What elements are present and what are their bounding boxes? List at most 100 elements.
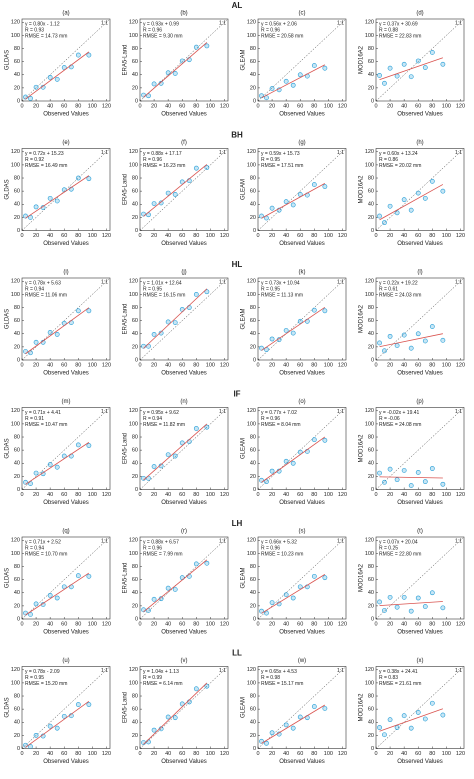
point: [401, 61, 407, 67]
fit-line: [379, 57, 444, 81]
plot-frame: [139, 277, 229, 361]
point: [86, 702, 92, 707]
panel-title: (n): [180, 399, 187, 405]
y-tick-label: 80: [250, 434, 256, 440]
y-tick-label: 60: [250, 577, 256, 583]
panel-title: (p): [416, 399, 423, 405]
stats-annotation: RMSE = 15.20 mm: [25, 681, 67, 687]
y-tick-label: 80: [132, 564, 138, 570]
y-axis-label: GLDAS: [5, 438, 11, 458]
plot-frame: [21, 666, 111, 749]
point: [33, 601, 39, 607]
y-tick-label: 100: [129, 680, 138, 686]
point: [387, 333, 393, 339]
plot-frame: [21, 18, 111, 102]
point: [382, 732, 387, 738]
y-tick-label: 0: [371, 357, 374, 363]
point: [269, 468, 275, 474]
point: [429, 178, 435, 184]
point: [297, 72, 303, 78]
point: [290, 725, 296, 731]
x-tick-label: 60: [61, 751, 67, 757]
x-axis-label: Observed Values: [397, 241, 443, 247]
panel-title: (r): [181, 529, 187, 535]
x-tick-label: 80: [429, 751, 435, 757]
point: [322, 706, 328, 711]
x-tick-label: 60: [61, 362, 67, 368]
x-tick-label: 120: [102, 751, 111, 757]
plot-frame: [257, 666, 347, 749]
x-tick-label: 20: [151, 621, 157, 627]
x-tick-label: 40: [401, 362, 407, 368]
plot-frame: [139, 18, 229, 102]
y-tick-label: 40: [250, 331, 256, 337]
x-tick-label: 100: [88, 751, 97, 757]
point: [422, 195, 428, 201]
y-tick-label: 100: [11, 292, 20, 298]
x-tick-label: 60: [61, 621, 67, 627]
x-axis-label: Observed Values: [43, 630, 89, 636]
x-tick-label: 120: [456, 621, 465, 627]
x-tick-label: 80: [193, 103, 199, 109]
reference-line: [376, 407, 464, 490]
x-axis-label: Observed Values: [279, 500, 325, 506]
x-tick-label: 20: [269, 621, 275, 627]
stats-annotation: R = 0.25: [379, 545, 398, 551]
x-tick-label: 80: [193, 233, 199, 239]
x-tick-label: 80: [429, 621, 435, 627]
point: [141, 343, 146, 349]
x-tick-label: 0: [20, 751, 23, 757]
x-tick-label: 60: [297, 621, 303, 627]
y-tick-label: 80: [250, 305, 256, 311]
fit-line: [261, 183, 326, 219]
x-tick-label: 100: [206, 362, 215, 368]
point: [322, 437, 328, 443]
point: [290, 82, 296, 88]
point: [54, 198, 60, 204]
panel-title: (x): [417, 658, 424, 664]
point: [269, 86, 275, 91]
x-tick-label: 20: [33, 751, 39, 757]
point: [387, 717, 393, 723]
x-axis-label: Observed Values: [397, 112, 443, 118]
x-tick-label: 20: [33, 362, 39, 368]
y-tick-label: 120: [11, 408, 20, 414]
y-tick-label: 100: [247, 421, 256, 427]
reference-line: [376, 148, 464, 231]
y-tick-label: 80: [14, 175, 20, 181]
y-tick-label: 100: [247, 551, 256, 557]
x-tick-label: 120: [220, 233, 229, 239]
y-tick-label: 120: [11, 279, 20, 285]
point: [440, 188, 446, 194]
y-tick-label: 80: [250, 46, 256, 52]
point: [408, 608, 414, 614]
fit-line: [143, 42, 208, 98]
y-tick-label: 120: [365, 408, 374, 414]
x-tick-label: 80: [429, 103, 435, 109]
x-tick-label: 80: [429, 362, 435, 368]
ref-label: 1:1: [219, 20, 226, 26]
reference-line: [140, 278, 228, 360]
plot-area: [22, 666, 110, 749]
y-tick-label: 80: [132, 175, 138, 181]
y-tick-label: 20: [14, 344, 20, 350]
point: [394, 343, 400, 348]
plot-area: [258, 666, 346, 749]
point: [415, 190, 421, 196]
x-tick-label: 60: [179, 103, 185, 109]
plot-area: [140, 537, 228, 619]
x-axis-label: Observed Values: [279, 630, 325, 636]
stats-annotation: RMSE = 11.82 mm: [143, 422, 185, 428]
plot-frame: [375, 407, 465, 490]
x-tick-label: 20: [387, 621, 393, 627]
plot-area: [376, 278, 464, 360]
point: [401, 594, 407, 600]
x-axis-label: Observed Values: [43, 500, 89, 506]
y-tick-label: 60: [250, 318, 256, 324]
point: [311, 437, 317, 443]
y-tick-label: 100: [365, 292, 374, 298]
y-tick-label: 100: [129, 292, 138, 298]
y-tick-label: 20: [250, 733, 256, 739]
point: [165, 585, 171, 591]
point: [158, 330, 164, 336]
